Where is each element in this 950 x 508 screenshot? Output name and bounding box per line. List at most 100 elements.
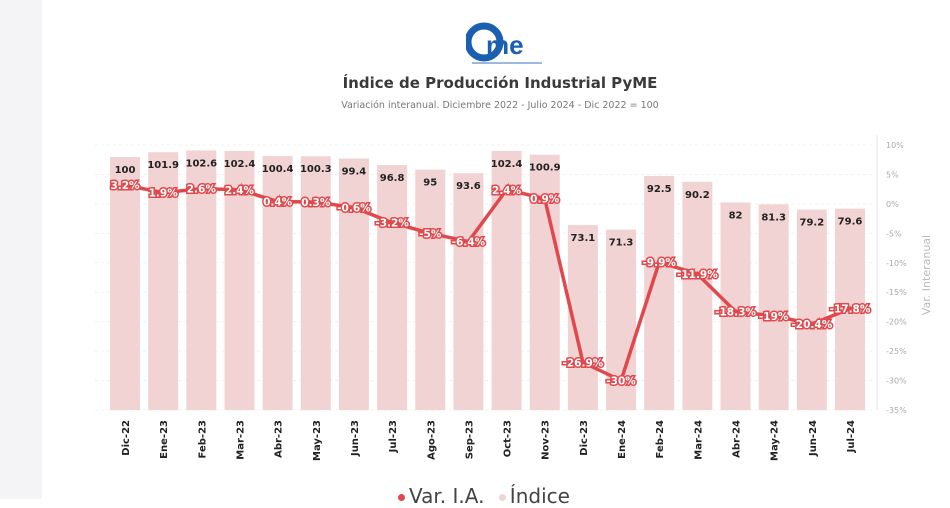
left-margin bbox=[0, 0, 42, 499]
bar-value-label: 73.1 bbox=[571, 233, 596, 244]
bar-value-label: 92.5 bbox=[647, 184, 672, 195]
x-tick-label: Abr-23 bbox=[274, 420, 285, 458]
var-value-label: -17.8% bbox=[830, 304, 871, 316]
var-point bbox=[618, 378, 624, 384]
bar-Oct-23 bbox=[491, 150, 522, 411]
y2-tick-label: -20% bbox=[886, 318, 907, 327]
x-tick-label: Feb-23 bbox=[197, 420, 208, 458]
x-tick-label: Jul-23 bbox=[388, 420, 399, 453]
x-tick-label: May-24 bbox=[770, 420, 781, 461]
bar-value-label: 79.2 bbox=[799, 218, 824, 229]
bar-Jun-23 bbox=[338, 158, 369, 410]
var-value-label: -3.2% bbox=[375, 218, 409, 230]
x-tick-label: May-23 bbox=[312, 420, 323, 461]
bar-Dic-22 bbox=[110, 157, 140, 410]
bar-value-label: 100.9 bbox=[529, 163, 561, 174]
y2-tick-label: 5% bbox=[886, 170, 899, 179]
x-tick-label: Feb-24 bbox=[655, 420, 666, 458]
bar-value-label: 82 bbox=[729, 211, 743, 222]
bar-value-label: 102.6 bbox=[185, 158, 217, 169]
var-point bbox=[580, 359, 586, 365]
var-point bbox=[847, 306, 853, 312]
var-line bbox=[124, 183, 851, 383]
x-tick-label: Dic-23 bbox=[579, 420, 590, 456]
bar-value-label: 100.3 bbox=[300, 164, 332, 175]
bar-value-label: 71.3 bbox=[609, 238, 634, 249]
var-point bbox=[733, 309, 739, 315]
bar-value-label: 102.4 bbox=[224, 159, 256, 170]
legend-label-indice: Índice bbox=[509, 484, 570, 508]
x-tick-label: Nov-23 bbox=[541, 420, 552, 460]
chart-title: Índice de Producción Industrial PyME bbox=[342, 74, 658, 92]
legend-label-var: Var. I.A. bbox=[409, 484, 485, 508]
var-value-label: -6.4% bbox=[452, 237, 486, 249]
y2-tick-label: -10% bbox=[886, 259, 907, 268]
x-tick-label: Oct-23 bbox=[503, 420, 514, 457]
y2-tick-label: -15% bbox=[886, 288, 907, 297]
bar-value-label: 100 bbox=[115, 165, 136, 176]
var-point bbox=[275, 199, 281, 205]
var-point bbox=[542, 196, 548, 202]
var-value-label: -26.9% bbox=[562, 357, 603, 369]
var-value-label: 3.2% bbox=[110, 180, 140, 192]
bar-value-label: 95 bbox=[423, 178, 437, 189]
x-tick-label: Abr-24 bbox=[732, 420, 743, 458]
came-logo: me bbox=[466, 22, 542, 64]
var-value-label: -0.6% bbox=[337, 202, 371, 214]
x-tick-label: Ago-23 bbox=[426, 420, 437, 460]
var-point bbox=[694, 271, 700, 277]
var-value-label: -19% bbox=[759, 311, 789, 323]
bar-value-label: 102.4 bbox=[491, 159, 523, 170]
var-value-label: 0.3% bbox=[301, 197, 331, 209]
legend-item-var: Var. I.A. bbox=[398, 484, 484, 508]
x-tick-label: Mar-23 bbox=[235, 420, 246, 460]
var-value-label: -9.9% bbox=[642, 257, 676, 269]
y2-axis-label: Var. Interanual bbox=[920, 235, 933, 315]
var-value-label: 2.4% bbox=[492, 185, 522, 197]
var-point bbox=[351, 204, 357, 210]
var-point bbox=[313, 199, 319, 205]
x-tick-label: Ene-24 bbox=[617, 420, 628, 459]
bar-May-24 bbox=[758, 204, 789, 410]
bar-Jul-23 bbox=[377, 165, 408, 410]
x-tick-label: Sep-23 bbox=[464, 420, 475, 459]
x-tick-label: Jul-24 bbox=[846, 420, 857, 453]
legend: Var. I.A. Índice bbox=[398, 484, 578, 508]
bar-value-label: 90.2 bbox=[685, 190, 710, 201]
bar-May-23 bbox=[300, 156, 331, 410]
var-point bbox=[122, 182, 128, 188]
bar-Ago-23 bbox=[415, 169, 446, 410]
bar-value-label: 101.9 bbox=[147, 160, 179, 171]
var-value-label: 0.4% bbox=[263, 197, 293, 209]
var-value-label: -5% bbox=[419, 228, 442, 240]
chart-subtitle: Variación interanual. Diciembre 2022 - J… bbox=[341, 100, 659, 111]
y2-tick-label: 0% bbox=[886, 200, 899, 209]
bar-Sep-23 bbox=[453, 173, 484, 410]
var-point bbox=[771, 313, 777, 319]
x-tick-label: Mar-24 bbox=[693, 420, 704, 460]
bar-Abr-24 bbox=[720, 202, 751, 410]
bar-Jun-24 bbox=[796, 209, 827, 410]
var-point bbox=[656, 259, 662, 265]
y2-tick-label: -30% bbox=[886, 377, 907, 386]
svg-text:me: me bbox=[486, 30, 524, 60]
bar-value-label: 93.6 bbox=[456, 181, 481, 192]
var-point bbox=[465, 239, 471, 245]
var-point bbox=[389, 220, 395, 226]
bar-Abr-23 bbox=[262, 155, 293, 410]
var-value-label: -30% bbox=[606, 376, 636, 388]
x-tick-label: Jun-23 bbox=[350, 420, 361, 457]
var-value-label: 2.4% bbox=[225, 185, 255, 197]
y2-tick-label: -35% bbox=[886, 406, 907, 415]
bar-value-label: 99.4 bbox=[342, 167, 367, 178]
bar-value-label: 96.8 bbox=[380, 173, 405, 184]
y2-tick-label: 10% bbox=[886, 141, 904, 150]
x-tick-label: Ene-23 bbox=[159, 420, 170, 459]
x-tick-label: Dic-22 bbox=[121, 420, 132, 456]
var-point bbox=[809, 321, 815, 327]
bar-value-label: 100.4 bbox=[262, 164, 294, 175]
legend-item-indice: Índice bbox=[498, 484, 570, 508]
y2-tick-label: -5% bbox=[886, 229, 902, 238]
y2-tick-label: -25% bbox=[886, 347, 907, 356]
var-value-label: 1.9% bbox=[149, 188, 179, 200]
